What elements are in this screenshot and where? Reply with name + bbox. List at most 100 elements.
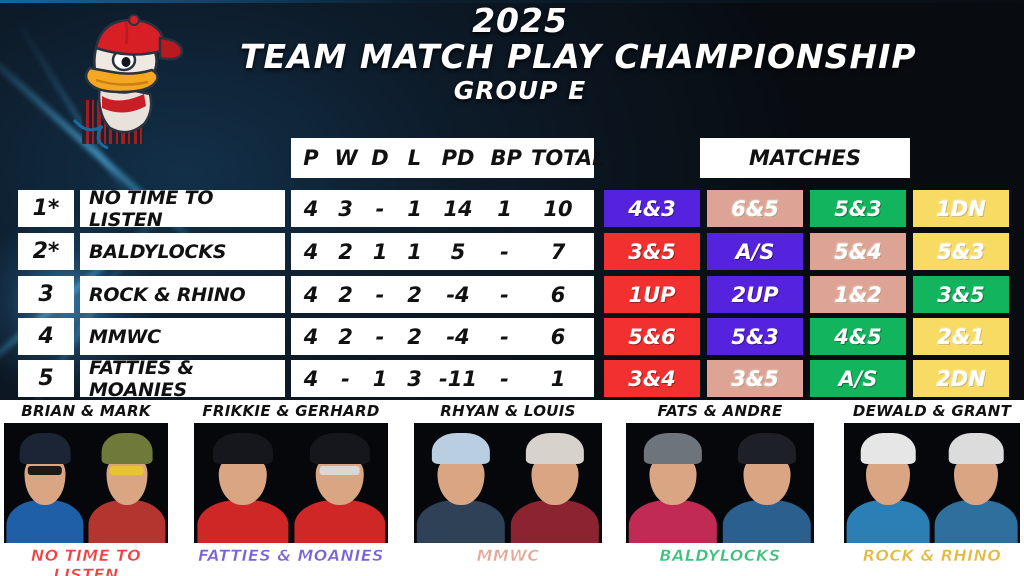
photo-image — [194, 423, 388, 543]
stat-l: 3 — [407, 366, 422, 391]
stat-l: 2 — [407, 324, 422, 349]
stat-bp: - — [500, 282, 509, 307]
title-group: GROUP E — [453, 76, 587, 105]
stat-pd: 14 — [443, 196, 473, 221]
match-result-cell: 4&5 — [810, 318, 906, 355]
player-cap — [309, 432, 370, 464]
stat-total: 6 — [550, 324, 566, 349]
player-portrait — [86, 423, 168, 543]
photo-player-names: FRIKKIE & GERHARD — [202, 402, 380, 420]
stat-header-p: P — [303, 146, 319, 170]
player-cap — [431, 432, 491, 464]
stat-pd: -11 — [439, 366, 477, 391]
table-row: 2* BALDYLOCKS 4 2 1 1 5-7 3&5 A/S 5&4 5&3 — [0, 233, 1024, 270]
row-team-name: ROCK & RHINO — [80, 276, 285, 313]
player-cap — [101, 432, 153, 464]
stat-d: 1 — [372, 366, 388, 391]
stat-header-d: D — [371, 146, 389, 170]
match-result-cell: 2&1 — [913, 318, 1009, 355]
photo-image — [414, 423, 602, 543]
match-result-cell: 6&5 — [707, 190, 803, 227]
match-result-cell: 1&2 — [810, 276, 906, 313]
player-sunglasses — [27, 466, 63, 475]
row-team-name: BALDYLOCKS — [80, 233, 285, 270]
player-portrait — [626, 423, 720, 543]
row-stats: 4 2-2 -4-6 — [291, 276, 594, 313]
stat-d: - — [375, 282, 385, 307]
stat-d: 1 — [372, 239, 388, 264]
row-position: 1* — [18, 190, 74, 227]
page-title: 2025 TEAM MATCH PLAY CHAMPIONSHIP GROUP … — [240, 1, 917, 106]
stat-pd: -4 — [446, 282, 470, 307]
match-result-cell: 2DN — [913, 360, 1009, 397]
player-shirt — [934, 499, 1018, 543]
player-shirt — [293, 499, 386, 543]
player-shirt — [6, 499, 84, 543]
row-stats: 4 3-1 14 1 10 — [291, 190, 594, 227]
stat-p: 4 — [303, 196, 319, 221]
player-sunglasses — [109, 466, 145, 475]
matches-header: MATCHES — [700, 138, 910, 178]
stat-bp: - — [500, 324, 509, 349]
stat-total: 6 — [550, 282, 566, 307]
table-row: 3 ROCK & RHINO 4 2-2 -4-6 1UP 2UP 1&2 3&5 — [0, 276, 1024, 313]
stat-l: 1 — [407, 239, 422, 264]
match-result-cell: 5&3 — [707, 318, 803, 355]
team-photo-card: BRIAN & MARK NO TIME TO LISTEN — [0, 400, 172, 576]
stat-l: 2 — [407, 282, 422, 307]
match-result-cell: A/S — [707, 233, 803, 270]
photo-image — [4, 423, 168, 543]
match-result-cell: 3&5 — [913, 276, 1009, 313]
player-cap — [737, 432, 797, 464]
photo-player-names: FATS & ANDRE — [657, 402, 783, 420]
stat-header-w: W — [334, 146, 358, 170]
row-position: 3 — [18, 276, 74, 313]
photo-team-label: BALDYLOCKS — [659, 546, 781, 566]
row-team-name: MMWC — [80, 318, 285, 355]
match-result-cell: A/S — [810, 360, 906, 397]
stat-total: 10 — [543, 196, 573, 221]
player-portrait — [932, 423, 1020, 543]
photo-team-label: NO TIME TO LISTEN — [30, 546, 142, 576]
player-portrait — [844, 423, 932, 543]
photo-image — [844, 423, 1020, 543]
player-cap — [643, 432, 703, 464]
stat-w: 3 — [338, 196, 353, 221]
player-shirt — [416, 499, 506, 543]
match-result-cell: 5&3 — [810, 190, 906, 227]
player-shirt — [628, 499, 718, 543]
photo-player-names: BRIAN & MARK — [21, 402, 151, 420]
player-portrait — [194, 423, 291, 543]
match-result-cell: 3&5 — [707, 360, 803, 397]
player-portrait — [720, 423, 814, 543]
photo-team-label: MMWC — [476, 546, 540, 566]
match-result-cell: 3&5 — [604, 233, 700, 270]
player-shirt — [510, 499, 600, 543]
title-year: 2025 — [472, 1, 568, 40]
stat-w: 2 — [338, 324, 353, 349]
team-photo-card: FRIKKIE & GERHARD FATTIES & MOANIES — [190, 400, 392, 576]
stat-total: 7 — [550, 239, 566, 264]
player-cap — [948, 432, 1004, 464]
player-cap — [860, 432, 916, 464]
stat-header-pd: PD — [441, 146, 475, 170]
stat-pd: -4 — [446, 324, 470, 349]
match-result-cell: 5&3 — [913, 233, 1009, 270]
stat-p: 4 — [303, 324, 319, 349]
row-position: 5 — [18, 360, 74, 397]
stat-p: 4 — [303, 282, 319, 307]
stat-pd: 5 — [450, 239, 466, 264]
photo-player-names: RHYAN & LOUIS — [440, 402, 576, 420]
stat-p: 4 — [303, 366, 319, 391]
stats-header-row: P W D L PD BP TOTAL — [291, 138, 606, 178]
row-position: 2* — [18, 233, 74, 270]
stat-w: - — [341, 366, 350, 391]
table-row: 4 MMWC 4 2-2 -4-6 5&6 5&3 4&5 2&1 — [0, 318, 1024, 355]
duck-mascot-logo — [56, 8, 188, 158]
player-cap — [212, 432, 273, 464]
title-main: TEAM MATCH PLAY CHAMPIONSHIP — [240, 37, 917, 76]
stat-w: 2 — [338, 282, 353, 307]
match-result-cell: 1UP — [604, 276, 700, 313]
stat-p: 4 — [303, 239, 319, 264]
